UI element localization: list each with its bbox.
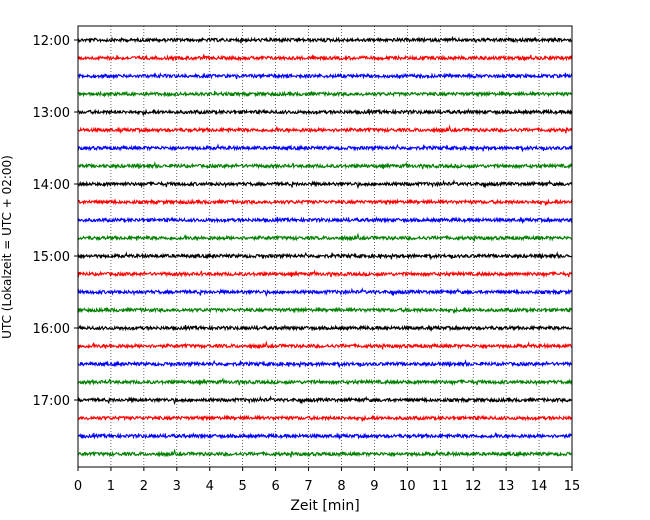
trace-line (77, 124, 573, 135)
y-tick-label: 17:00 (33, 394, 70, 409)
trace-line (77, 306, 573, 314)
x-tick-label: 3 (173, 479, 181, 494)
trace-line (77, 431, 573, 441)
trace-line (77, 287, 573, 298)
x-ticks: 0 1 2 3 4 5 6 7 8 9 10 11 12 13 14 15 (74, 467, 580, 494)
trace-line (77, 160, 573, 170)
x-tick-label: 10 (399, 479, 416, 494)
x-tick-label: 15 (564, 479, 581, 494)
y-tick-label: 15:00 (33, 250, 70, 265)
trace-line (77, 414, 573, 422)
trace-line (77, 90, 573, 98)
trace-line (77, 269, 573, 279)
x-tick-label: 14 (531, 479, 548, 494)
y-ticks: 12:00 13:00 14:00 15:00 16:00 17:00 (33, 34, 78, 409)
trace-line (77, 232, 573, 242)
trace-line (77, 324, 573, 333)
trace-line (77, 216, 573, 225)
x-tick-label: 7 (304, 479, 312, 494)
x-tick-label: 4 (206, 479, 214, 494)
x-tick-label: 8 (337, 479, 345, 494)
y-tick-label: 14:00 (33, 178, 70, 193)
trace-line (77, 340, 573, 350)
y-tick-label: 12:00 (33, 34, 70, 49)
trace-line (77, 198, 573, 206)
trace-line (77, 448, 573, 458)
trace-line (77, 35, 573, 44)
trace-line (77, 72, 573, 80)
x-axis-label: Zeit [min] (290, 498, 359, 514)
x-tick-label: 2 (140, 479, 148, 494)
x-tick-label: 1 (107, 479, 115, 494)
trace-line (77, 359, 573, 369)
x-tick-label: 0 (74, 479, 82, 494)
x-tick-label: 13 (498, 479, 515, 494)
trace-line (77, 179, 573, 190)
x-tick-label: 11 (432, 479, 449, 494)
trace-line (77, 53, 573, 62)
x-tick-label: 6 (271, 479, 279, 494)
y-axis-label: UTC (Lokalzeit = UTC + 02:00) (0, 155, 14, 339)
trace-line (77, 108, 573, 116)
trace-line (77, 395, 573, 406)
x-tick-label: 5 (239, 479, 247, 494)
y-tick-label: 13:00 (33, 106, 70, 121)
x-tick-label: 9 (370, 479, 378, 494)
plot-frame (77, 25, 573, 468)
trace-line (77, 143, 573, 153)
x-tick-label: 12 (465, 479, 482, 494)
y-tick-label: 16:00 (33, 322, 70, 337)
traces (77, 35, 573, 458)
trace-line (77, 251, 573, 261)
trace-line (77, 377, 573, 387)
